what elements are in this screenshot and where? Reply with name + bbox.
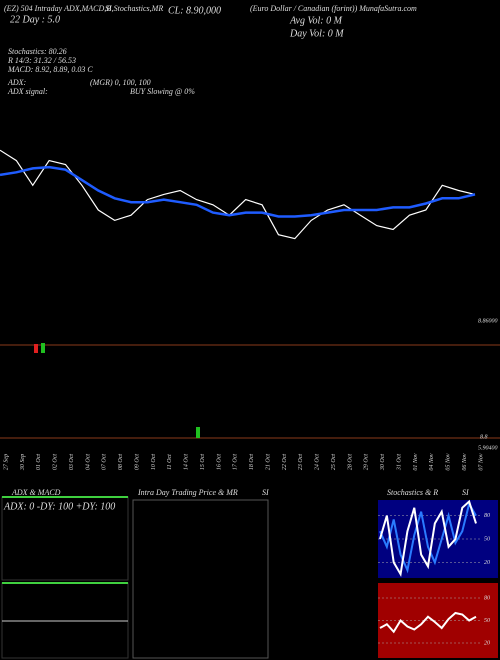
info: ADX:	[7, 78, 27, 87]
x-tick-label: 29 Oct	[364, 454, 370, 470]
x-tick-label: 30 Oct	[380, 454, 386, 471]
signal-bar	[41, 343, 45, 353]
x-tick-label: 04 Nov	[428, 453, 435, 471]
header: 22 Day : 5.0	[10, 14, 60, 25]
x-tick-label: 16 Oct	[216, 454, 222, 470]
y-tick-label: 80	[484, 513, 490, 519]
y-tick-label: 20	[484, 560, 490, 566]
series-line	[0, 165, 476, 218]
header: (EZ) 504 Intraday ADX,MACD,B	[4, 4, 111, 13]
series-line	[379, 501, 477, 574]
x-tick-label: 15 Oct	[200, 454, 206, 470]
x-tick-label: 22 Oct	[282, 454, 288, 470]
x-tick-label: 06 Nov	[462, 453, 468, 471]
header: SI,Stochastics,MR	[105, 4, 163, 13]
x-tick-label: 27 Sep	[3, 454, 9, 470]
axis-label: 8.86000	[478, 318, 498, 324]
x-tick-label: 23 Oct	[298, 454, 304, 470]
x-tick-label: 09 Oct	[134, 454, 140, 470]
info: BUY Slowing @ 0%	[130, 87, 195, 96]
info: ADX signal:	[7, 87, 48, 96]
x-tick-label: 03 Oct	[69, 454, 75, 470]
panel-title: ADX: 0 -DY: 100 +DY: 100	[3, 501, 115, 512]
x-tick-label: 04 Oct	[84, 454, 91, 470]
x-tick-label: 17 Oct	[233, 454, 239, 470]
x-tick-label: 28 Oct	[347, 454, 353, 470]
x-tick-label: 02 Oct	[53, 454, 59, 470]
y-tick-label: 50	[484, 618, 490, 624]
info: R 14/3: 31.32 / 56.53	[7, 56, 76, 65]
panel-title: SI	[462, 488, 469, 497]
x-tick-label: 11 Oct	[167, 454, 173, 470]
axis-label: 5.90400	[478, 444, 498, 451]
panel-title: SI	[262, 488, 269, 497]
panel-title: Stochastics & R	[387, 488, 438, 497]
info: (MGR) 0, 100, 100	[90, 78, 151, 87]
series-line	[379, 499, 477, 578]
header: CL: 8.90,000	[168, 5, 221, 16]
panel-title: ADX & MACD	[11, 488, 61, 497]
x-tick-label: 18 Oct	[249, 454, 255, 470]
info: Stochastics: 80.26	[8, 47, 67, 56]
y-tick-label: 50	[484, 536, 490, 542]
x-tick-label: 01 Oct	[36, 454, 42, 470]
x-tick-label: 08 Oct	[118, 454, 124, 470]
x-tick-label: 21 Oct	[265, 454, 271, 470]
series-line	[379, 611, 477, 634]
y-tick-label: 20	[484, 640, 490, 646]
series-line	[0, 149, 476, 240]
y-tick-label: 80	[484, 595, 490, 601]
axis-label: 8.8	[480, 434, 488, 440]
x-tick-label: 05 Nov	[446, 453, 452, 471]
x-tick-label: 14 Oct	[183, 454, 190, 470]
x-tick-label: 07 Oct	[102, 454, 108, 470]
signal-bar	[196, 427, 200, 438]
day-vol: Day Vol: 0 M	[289, 28, 344, 39]
signal-bar	[34, 344, 38, 353]
intraday-panel	[132, 499, 269, 659]
info: MACD: 8.92, 8.89, 0.03 C	[7, 65, 93, 74]
header: (Euro Dollar / Canadian (forint)) Munafa…	[250, 4, 417, 13]
avg-vol: Avg Vol: 0 M	[289, 15, 343, 26]
x-tick-label: 30 Sep	[20, 454, 26, 471]
x-tick-label: 07 Nov	[478, 453, 484, 471]
x-tick-label: 24 Oct	[314, 454, 321, 470]
x-tick-label: 01 Nov	[413, 453, 419, 471]
panel-title: Intra Day Trading Price & MR	[137, 488, 238, 497]
x-tick-label: 10 Oct	[151, 454, 157, 470]
x-tick-label: 31 Oct	[396, 454, 402, 471]
x-tick-label: 25 Oct	[331, 454, 337, 470]
adx-panel	[1, 496, 129, 581]
